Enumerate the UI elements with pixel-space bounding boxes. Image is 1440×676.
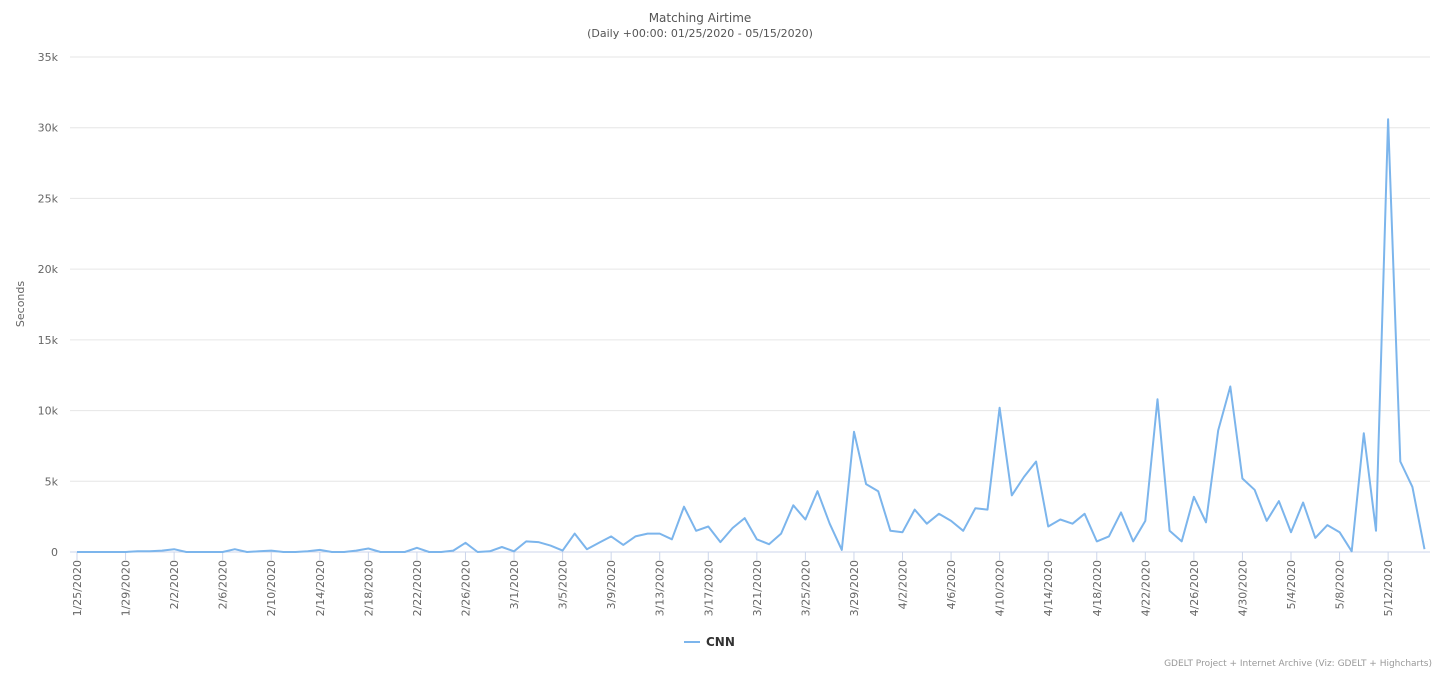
x-tick-label: 2/6/2020 (217, 560, 230, 609)
x-tick-label: 3/17/2020 (702, 560, 715, 616)
credits: GDELT Project + Internet Archive (Viz: G… (1164, 659, 1432, 669)
x-tick-label: 1/29/2020 (120, 560, 133, 616)
x-tick-label: 4/18/2020 (1091, 560, 1104, 616)
y-tick-label: 20k (38, 263, 59, 276)
x-tick-label: 5/4/2020 (1285, 560, 1298, 609)
x-tick-label: 5/12/2020 (1382, 560, 1395, 616)
chart-title: Matching Airtime (649, 11, 752, 25)
y-tick-label: 30k (38, 122, 59, 135)
y-tick-label: 15k (38, 334, 59, 347)
x-tick-label: 2/10/2020 (265, 560, 278, 616)
x-tick-label: 4/2/2020 (897, 560, 910, 609)
legend-label: CNN (706, 635, 735, 649)
x-tick-label: 3/29/2020 (848, 560, 861, 616)
x-tick-label: 4/6/2020 (945, 560, 958, 609)
y-axis-title: Seconds (14, 281, 27, 327)
x-tick-label: 3/25/2020 (799, 560, 812, 616)
x-tick-label: 4/30/2020 (1236, 560, 1249, 616)
x-tick-label: 5/8/2020 (1334, 560, 1347, 609)
x-tick-label: 2/18/2020 (362, 560, 375, 616)
y-tick-label: 5k (45, 475, 59, 488)
x-tick-label: 1/25/2020 (71, 560, 84, 616)
x-tick-label: 4/10/2020 (994, 560, 1007, 616)
x-tick-label: 3/1/2020 (508, 560, 521, 609)
x-tick-label: 4/22/2020 (1139, 560, 1152, 616)
y-tick-label: 0 (51, 546, 58, 559)
chart-subtitle: (Daily +00:00: 01/25/2020 - 05/15/2020) (587, 27, 813, 40)
y-tick-label: 35k (38, 51, 59, 64)
x-tick-label: 3/21/2020 (751, 560, 764, 616)
x-tick-label: 3/9/2020 (605, 560, 618, 609)
data-line (77, 118, 1426, 553)
x-tick-label: 2/14/2020 (314, 560, 327, 616)
x-tick-label: 4/26/2020 (1188, 560, 1201, 616)
x-tick-label: 4/14/2020 (1042, 560, 1055, 616)
x-tick-label: 2/22/2020 (411, 560, 424, 616)
y-tick-label: 10k (38, 405, 59, 418)
x-tick-label: 2/2/2020 (168, 560, 181, 609)
x-tick-label: 3/5/2020 (557, 560, 570, 609)
x-tick-label: 2/26/2020 (459, 560, 472, 616)
x-tick-label: 3/13/2020 (654, 560, 667, 616)
y-tick-label: 25k (38, 192, 59, 205)
